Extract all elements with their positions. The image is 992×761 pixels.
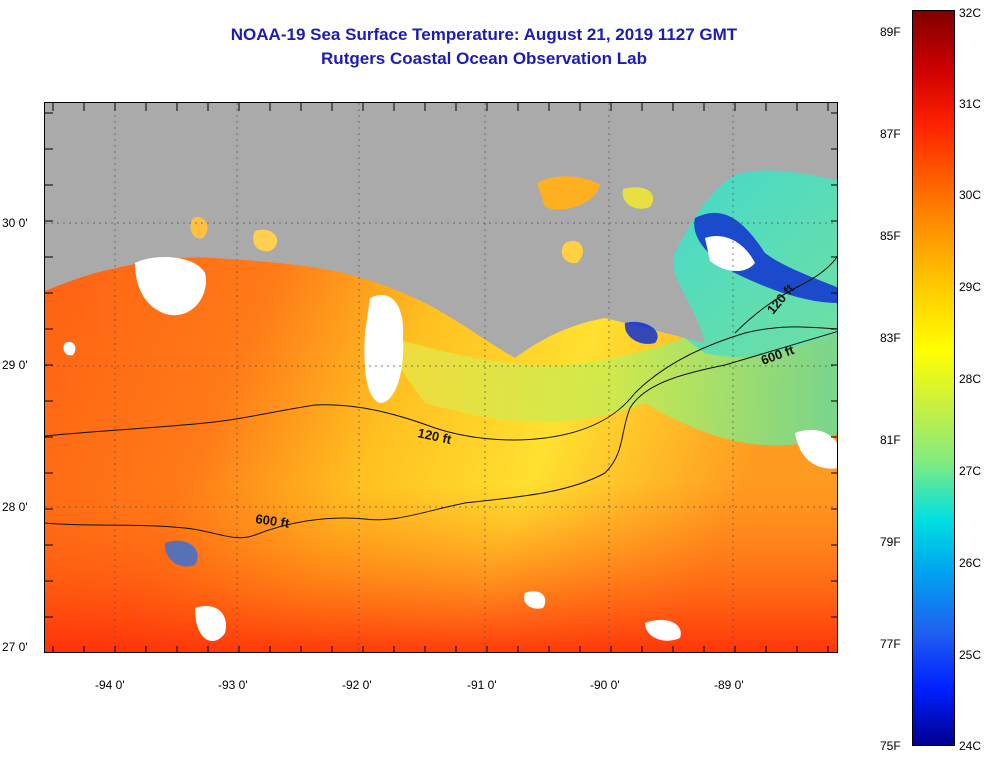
lon-label: -92 0' — [342, 678, 372, 692]
graticule — [45, 103, 837, 652]
map-canvas: 120 ft 600 ft 600 ft 120 ft — [45, 103, 837, 652]
colorbar-c-label: 25C — [959, 648, 982, 662]
frame-ticks — [45, 103, 837, 652]
lon-label: -90 0' — [590, 678, 620, 692]
temperature-colorbar — [912, 10, 955, 746]
contour-600ft — [45, 331, 837, 539]
map-subtitle: Rutgers Coastal Ocean Observation Lab — [321, 49, 647, 68]
colorbar-f-label: 87F — [880, 127, 901, 141]
coastal-lake — [190, 217, 208, 239]
lon-label: -93 0' — [218, 678, 248, 692]
colorbar-c-label: 26C — [959, 556, 982, 570]
coastal-lake — [561, 240, 584, 264]
colorbar-c-label: 30C — [959, 188, 982, 202]
land-mass — [45, 103, 837, 358]
lat-label: 27 0' — [2, 640, 28, 654]
contour-label: 600 ft — [255, 511, 291, 531]
lat-label: 30 0' — [2, 216, 28, 230]
coastal-lake — [253, 229, 278, 252]
colorbar-f-label: 81F — [880, 433, 901, 447]
colorbar-c-label: 27C — [959, 464, 982, 478]
colorbar-f-label: 79F — [880, 535, 901, 549]
sst-map: 120 ft 600 ft 600 ft 120 ft — [44, 102, 838, 653]
lat-label: 29 0' — [2, 358, 28, 372]
colorbar-c-label: 24C — [959, 739, 982, 753]
colorbar-c-label: 29C — [959, 280, 982, 294]
colorbar-f-label: 77F — [880, 637, 901, 651]
colorbar-f-label: 85F — [880, 229, 901, 243]
contour-label: 120 ft — [416, 425, 453, 447]
colorbar-c-label: 31C — [959, 97, 982, 111]
colorbar-c-label: 32C — [959, 6, 982, 20]
colorbar-f-label: 89F — [880, 25, 901, 39]
coastal-lake — [537, 176, 600, 210]
colorbar-f-label: 75F — [880, 739, 901, 753]
lon-label: -89 0' — [714, 678, 744, 692]
lon-label: -91 0' — [467, 678, 497, 692]
cold-water-patch — [624, 321, 658, 344]
colorbar-c-label: 28C — [959, 372, 982, 386]
colorbar-f-label: 83F — [880, 331, 901, 345]
warm-water-band — [45, 483, 837, 652]
cool-water-patch — [164, 540, 198, 567]
coastal-lake — [622, 187, 654, 209]
cloud-cover — [63, 235, 837, 641]
lon-label: -94 0' — [95, 678, 125, 692]
contour-120ft — [45, 326, 837, 441]
map-title: NOAA-19 Sea Surface Temperature: August … — [230, 25, 738, 44]
cold-water-patch — [694, 213, 837, 303]
contour-120ft-east — [734, 255, 837, 334]
lat-label: 28 0' — [2, 500, 28, 514]
